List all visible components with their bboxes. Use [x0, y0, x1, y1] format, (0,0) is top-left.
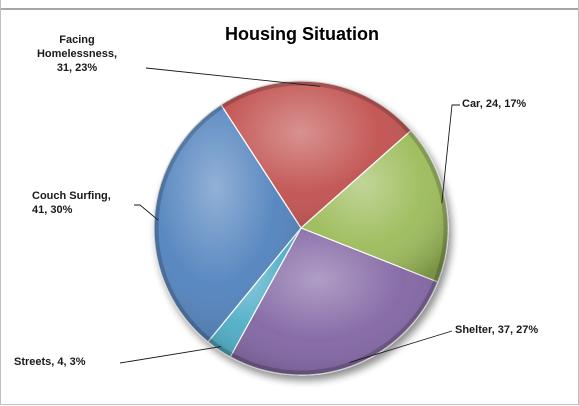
pie-slice-shine-couch-surfing: [154, 104, 301, 342]
leader-line-car: [441, 104, 460, 204]
data-label-facing-homelessness: Facing Homelessness, 31, 23%: [37, 34, 117, 74]
leader-lines: [119, 67, 460, 364]
leader-line-couch-surfing: [134, 204, 159, 221]
pie-slice-shine-streets: [207, 228, 301, 357]
pie-slice-shine-facing-homelessness: [220, 80, 412, 229]
pie-highlight: [153, 80, 449, 376]
leader-line-facing-homelessness: [145, 67, 321, 87]
data-labels: Facing Homelessness, 31, 23% Car, 24, 17% Sh…: [14, 34, 538, 368]
data-label-streets: Streets, 4, 3%: [14, 356, 86, 368]
data-label-shelter: Shelter, 37, 27%: [455, 324, 538, 336]
top-divider: [0, 8, 579, 10]
leader-line-streets: [119, 346, 222, 364]
data-label-couch-surfing: Couch Surfing, 41, 30%: [32, 190, 111, 216]
leader-line-shelter: [349, 330, 453, 363]
data-label-car: Car, 24, 17%: [462, 98, 526, 110]
pie-bevel: [153, 80, 449, 376]
pie-slice-shine-shelter: [230, 228, 438, 375]
chart-title: Housing Situation: [225, 24, 379, 44]
pie-slice-shine-car: [301, 130, 448, 282]
